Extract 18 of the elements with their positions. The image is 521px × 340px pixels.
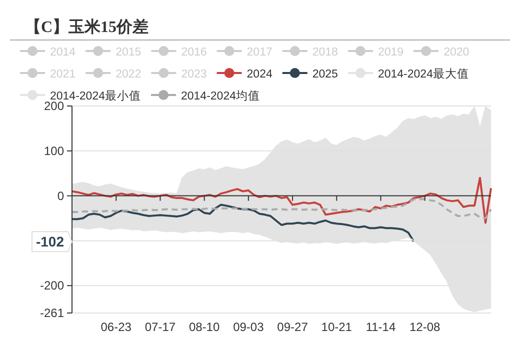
x-tick-label: 08-10 xyxy=(188,320,220,334)
y-tick-label: 100 xyxy=(44,144,64,158)
x-tick-label: 09-27 xyxy=(277,320,308,334)
legend-label: 2025 xyxy=(312,68,338,80)
legend-label: 2024 xyxy=(246,68,273,80)
x-tick-label: 06-23 xyxy=(100,320,132,334)
legend-label: 2014-2024均值 xyxy=(181,90,260,102)
y-tick-label: 0 xyxy=(57,188,64,203)
x-tick-label: 11-14 xyxy=(366,320,396,334)
x-tick-label: 12-08 xyxy=(409,320,441,334)
annotation: -102 xyxy=(31,231,73,252)
x-tick-label: 10-21 xyxy=(321,320,352,334)
chart-title: 【C】玉米15价差 xyxy=(25,18,149,36)
y-tick-label: -200 xyxy=(40,278,64,293)
y-tick-label: -261 xyxy=(40,306,64,320)
x-tick-label: 07-17 xyxy=(144,320,176,334)
legend-label: 2014-2024最大值 xyxy=(378,68,469,80)
x-tick-label: 09-03 xyxy=(233,320,264,334)
